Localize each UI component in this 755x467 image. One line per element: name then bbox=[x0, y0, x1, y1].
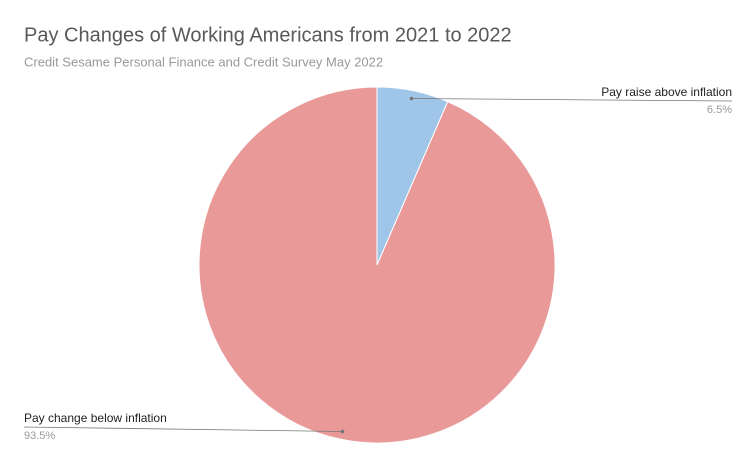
leader-dot bbox=[409, 96, 414, 101]
chart-subtitle: Credit Sesame Personal Finance and Credi… bbox=[24, 54, 383, 69]
slice-value: 93.5% bbox=[24, 430, 55, 442]
pie-slice bbox=[198, 86, 556, 444]
leader-dot bbox=[340, 429, 345, 434]
leader-line bbox=[411, 98, 733, 102]
leader-line bbox=[23, 426, 343, 432]
slice-label: Pay change below inflation bbox=[24, 411, 167, 425]
slice-label: Pay raise above inflation bbox=[601, 85, 732, 99]
chart-title: Pay Changes of Working Americans from 20… bbox=[24, 24, 512, 46]
slice-value: 6.5% bbox=[707, 104, 732, 116]
